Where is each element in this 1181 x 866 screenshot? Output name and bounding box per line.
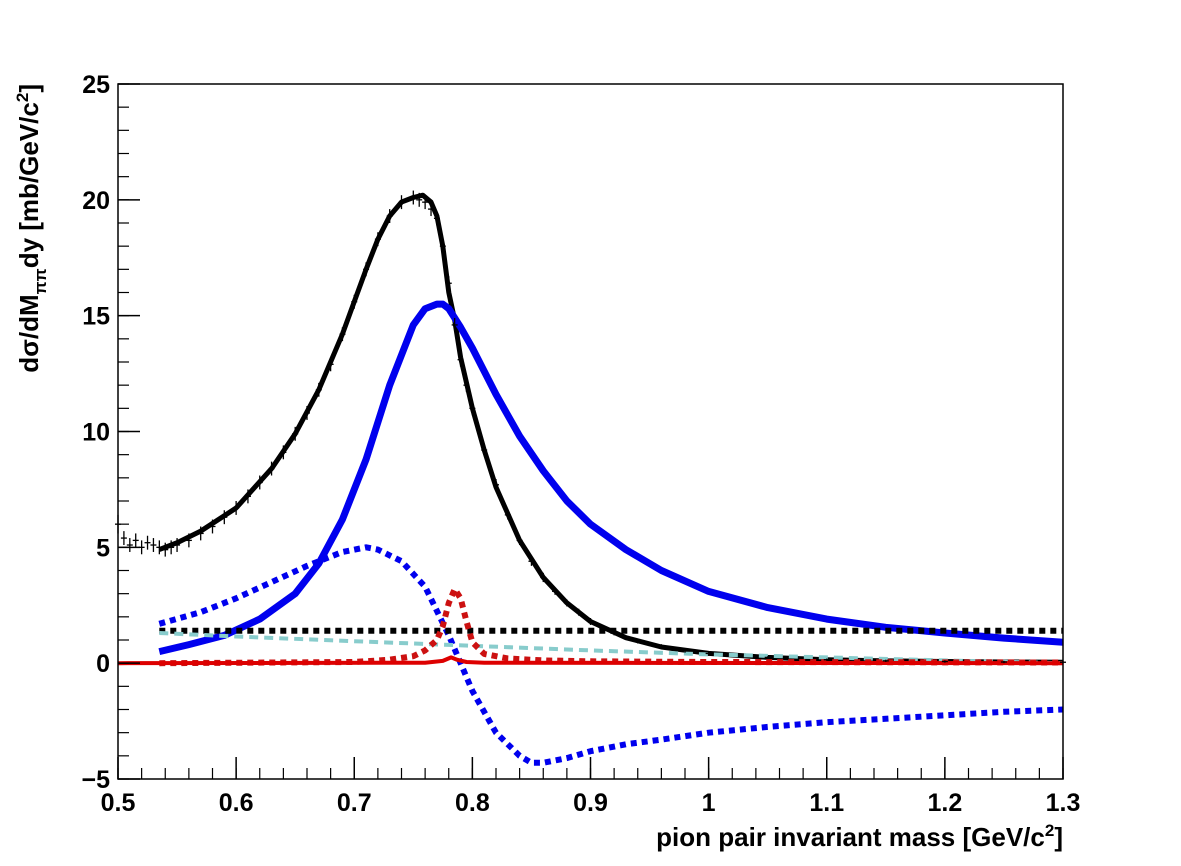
data-point	[457, 352, 464, 367]
data-point	[244, 489, 251, 504]
data-point	[280, 445, 287, 460]
data-point	[351, 294, 358, 309]
data-point	[493, 478, 499, 491]
y-axis-title: dσ/dMππdy [mb/GeV/c2]	[13, 84, 50, 373]
data-point	[540, 572, 547, 583]
data-point	[422, 195, 429, 210]
data-point	[268, 461, 275, 476]
data-point	[197, 526, 204, 541]
data-point	[150, 538, 157, 552]
data-point	[428, 202, 435, 217]
data-point	[174, 538, 181, 552]
axis-ticks: 0.5 0.6 0.7 0.8 0.9 1 1.1 1.2 1.3 −5 0 5 10 15 20 25	[81, 71, 1080, 817]
data-point	[516, 535, 523, 546]
y-tick-label: 15	[82, 303, 110, 331]
data-point	[304, 406, 310, 420]
data-point	[416, 192, 423, 207]
data-point	[611, 630, 618, 636]
data-point	[386, 209, 393, 223]
data-point	[256, 475, 263, 490]
curve-2	[158, 544, 1064, 766]
data-point	[634, 638, 641, 644]
y-tick-label: 10	[82, 419, 110, 447]
data-point	[398, 195, 405, 210]
y-tick-label: 25	[82, 71, 110, 99]
data-point	[132, 533, 139, 548]
data-point	[451, 317, 458, 332]
data-point	[445, 276, 452, 291]
data-point	[221, 510, 228, 525]
curve-5	[159, 586, 1064, 667]
data-point	[563, 599, 570, 607]
data-point	[1000, 660, 1007, 664]
data-point	[575, 608, 582, 616]
x-tick-label: 1	[702, 789, 716, 817]
y-tick-label: 0	[96, 650, 110, 678]
x-tick-label: 1.1	[809, 789, 844, 817]
x-tick-label: 1.3	[1046, 789, 1081, 817]
x-tick-label: 0.9	[573, 789, 608, 817]
data-point	[126, 538, 133, 552]
data-point	[439, 239, 446, 254]
data-point	[233, 501, 240, 515]
data-point	[410, 190, 417, 205]
curve-6	[117, 655, 1064, 666]
x-tick-label: 1.2	[927, 789, 962, 817]
data-point	[156, 540, 163, 555]
plot-frame	[117, 83, 1064, 780]
data-point	[682, 648, 688, 653]
data-point	[209, 519, 216, 534]
data-point	[374, 232, 381, 247]
curve-1	[158, 300, 1064, 656]
data-point	[504, 510, 511, 520]
data-points-layer	[115, 190, 1066, 664]
x-axis-title: pion pair invariant mass [GeV/c2]	[656, 821, 1063, 852]
data-point	[463, 378, 470, 393]
x-tick-label: 0.5	[101, 789, 136, 817]
data-point	[292, 426, 299, 441]
x-tick-label: 0.6	[219, 789, 254, 817]
curve-4	[159, 631, 1064, 666]
data-point	[144, 535, 151, 550]
x-tick-label: 0.7	[337, 789, 372, 817]
data-point	[587, 617, 594, 625]
data-point	[823, 658, 830, 661]
data-point	[941, 660, 948, 663]
data-point	[764, 656, 771, 659]
y-tick-label: 20	[82, 187, 110, 215]
data-point	[528, 556, 535, 566]
data-point	[185, 533, 192, 548]
data-point	[363, 262, 370, 277]
x-tick-label: 0.8	[455, 789, 490, 817]
data-point	[327, 357, 334, 372]
data-point	[433, 211, 440, 226]
data-point	[315, 382, 322, 397]
y-tick-label: −5	[81, 766, 110, 794]
data-point	[469, 401, 476, 416]
data-point	[882, 659, 889, 663]
data-point	[168, 540, 175, 555]
data-point	[552, 587, 559, 595]
data-point	[481, 444, 488, 456]
data-point	[162, 542, 169, 557]
y-tick-label: 5	[96, 534, 110, 562]
data-point	[705, 651, 712, 656]
data-point	[658, 644, 665, 649]
data-point	[339, 327, 346, 342]
data-point	[120, 531, 127, 546]
